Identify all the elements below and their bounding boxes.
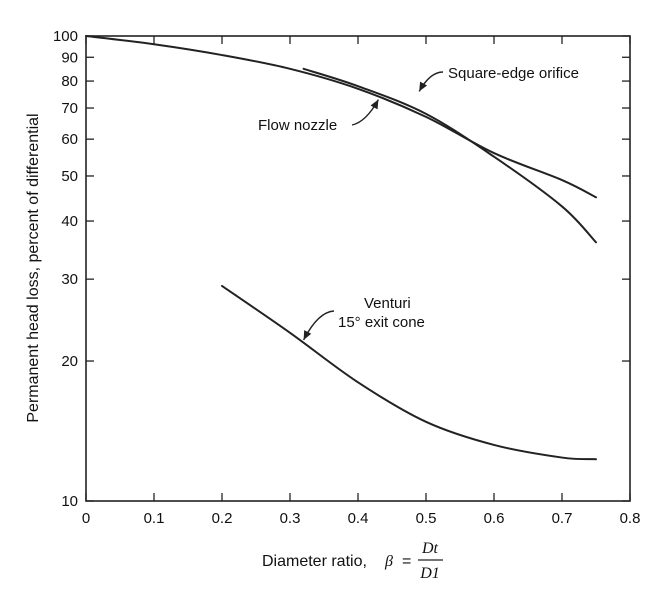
y-tick-label: 90 — [61, 49, 78, 66]
annotation-square-edge-orifice: Square-edge orifice — [418, 65, 579, 92]
x-axis-label-text: Diameter ratio, — [262, 553, 367, 570]
x-axis-label: Diameter ratio, β = Dt D1 — [262, 540, 443, 582]
arrowhead-flow-nozzle — [370, 99, 379, 110]
y-tick-label: 70 — [61, 100, 78, 117]
arrowhead-square-edge-orifice — [419, 81, 428, 92]
y-tick-label: 80 — [61, 73, 78, 90]
series-flow-nozzle — [302, 67, 597, 244]
x-axis-label-numerator: Dt — [421, 540, 439, 557]
y-axis-label: Permanent head loss, percent of differen… — [25, 113, 42, 422]
x-tick-label: 0 — [82, 510, 90, 527]
y-tick-label: 60 — [61, 131, 78, 148]
x-tick-label: 0.1 — [144, 510, 165, 527]
y-tick-label: 30 — [61, 271, 78, 288]
annotation-flow-nozzle-label: Flow nozzle — [258, 117, 337, 134]
x-axis-label-denominator: D1 — [419, 565, 440, 582]
x-tick-label: 0.4 — [348, 510, 369, 527]
x-tick-label: 0.3 — [280, 510, 301, 527]
x-tick-label: 0.7 — [552, 510, 573, 527]
y-axis: 10 20 30 40 50 60 70 80 90 100 — [53, 28, 630, 510]
y-tick-label: 40 — [61, 213, 78, 230]
series-venturi — [221, 284, 597, 461]
x-tick-label: 0.2 — [212, 510, 233, 527]
y-tick-label: 100 — [53, 28, 78, 45]
arrowhead-venturi — [303, 330, 312, 340]
plot-area — [85, 35, 631, 502]
y-tick-label: 50 — [61, 168, 78, 185]
y-tick-label: 20 — [61, 353, 78, 370]
annotation-venturi-label-line2: 15° exit cone — [338, 314, 425, 331]
plot-frame — [85, 35, 631, 502]
x-axis-label-symbol: β — [384, 553, 393, 570]
x-tick-label: 0.6 — [484, 510, 505, 527]
x-tick-label: 0.8 — [620, 510, 641, 527]
annotation-venturi: Venturi 15° exit cone — [302, 295, 425, 341]
series-square-edge-orifice — [85, 35, 597, 199]
x-axis: 0 0.1 0.2 0.3 0.4 0.5 0.6 0.7 0.8 — [82, 36, 641, 527]
x-tick-label: 0.5 — [416, 510, 437, 527]
annotation-square-edge-orifice-label: Square-edge orifice — [448, 65, 579, 82]
y-tick-label: 10 — [61, 493, 78, 510]
annotation-flow-nozzle: Flow nozzle — [258, 99, 380, 134]
series-layer — [85, 35, 597, 461]
x-axis-label-equals: = — [402, 553, 411, 570]
annotation-venturi-label-line1: Venturi — [364, 295, 411, 312]
